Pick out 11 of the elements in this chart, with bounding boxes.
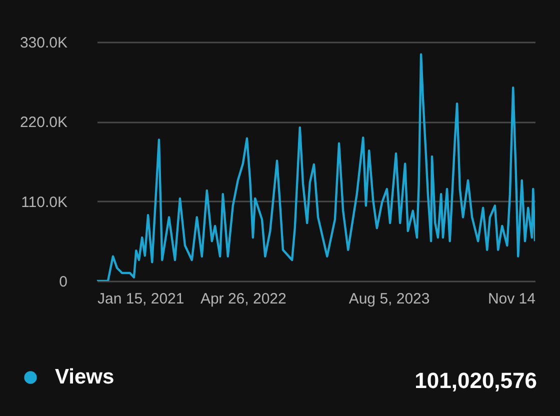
- x-tick-label: Aug 5, 2023: [348, 290, 430, 308]
- legend-label: Views: [55, 366, 114, 388]
- y-tick-label: 330.0K: [20, 34, 68, 52]
- x-tick-label: Jan 15, 2021: [98, 290, 184, 308]
- line-series: [97, 53, 535, 281]
- x-tick-label: Apr 26, 2022: [200, 290, 286, 308]
- text: 101,020,576: [414, 368, 537, 393]
- x-tick-label: Nov 14: [488, 290, 536, 308]
- y-tick-label: 220.0K: [20, 114, 68, 132]
- y-tick-label: 0: [59, 274, 68, 290]
- y-tick-label: 110.0K: [21, 194, 68, 211]
